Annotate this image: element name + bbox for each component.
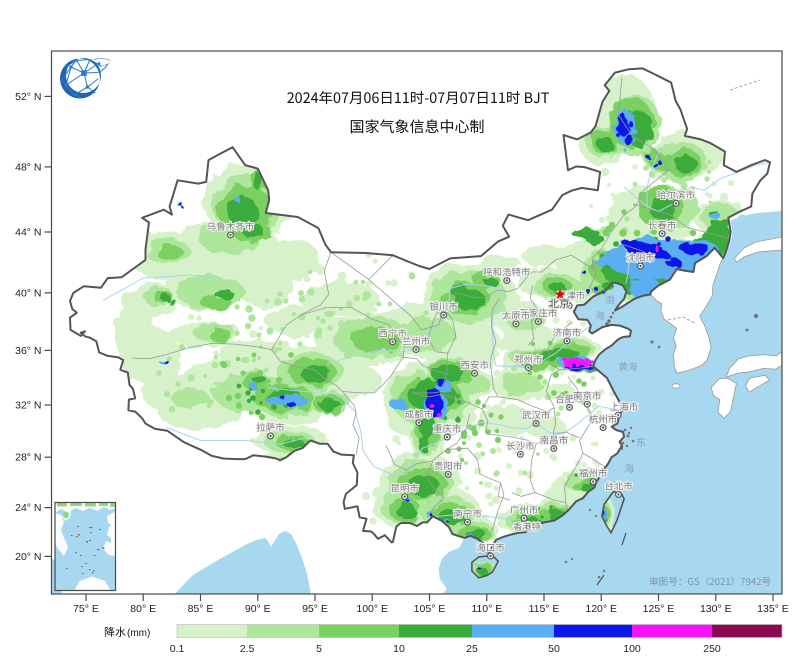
svg-text:100° E: 100° E	[356, 603, 388, 615]
svg-text:2.5: 2.5	[240, 643, 255, 655]
svg-text:105° E: 105° E	[414, 603, 446, 615]
svg-text:95° E: 95° E	[302, 603, 328, 615]
svg-text:125° E: 125° E	[643, 603, 675, 615]
svg-text:135° E: 135° E	[757, 603, 789, 615]
svg-text:48° N: 48° N	[15, 161, 41, 173]
svg-text:10: 10	[393, 643, 405, 655]
svg-text:75° E: 75° E	[73, 603, 99, 615]
svg-text:0.1: 0.1	[170, 643, 185, 655]
svg-text:110° E: 110° E	[471, 603, 502, 615]
svg-text:5: 5	[316, 643, 322, 655]
svg-text:52° N: 52° N	[15, 91, 41, 103]
svg-text:115° E: 115° E	[529, 603, 560, 615]
svg-text:36° N: 36° N	[15, 345, 41, 357]
svg-text:44° N: 44° N	[15, 227, 41, 239]
svg-text:85° E: 85° E	[188, 603, 214, 615]
svg-text:130° E: 130° E	[700, 603, 732, 615]
svg-text:32° N: 32° N	[15, 400, 41, 412]
svg-text:(mm): (mm)	[127, 628, 150, 639]
svg-text:40° N: 40° N	[15, 287, 41, 299]
svg-text:90° E: 90° E	[245, 603, 271, 615]
svg-text:25: 25	[466, 643, 478, 655]
svg-text:80° E: 80° E	[130, 603, 156, 615]
svg-text:50: 50	[548, 643, 560, 655]
svg-text:24° N: 24° N	[15, 502, 41, 514]
svg-text:28° N: 28° N	[15, 452, 41, 464]
svg-text:20° N: 20° N	[15, 551, 41, 563]
svg-text:100: 100	[623, 643, 641, 655]
svg-text:250: 250	[703, 643, 721, 655]
svg-text:120° E: 120° E	[585, 603, 617, 615]
